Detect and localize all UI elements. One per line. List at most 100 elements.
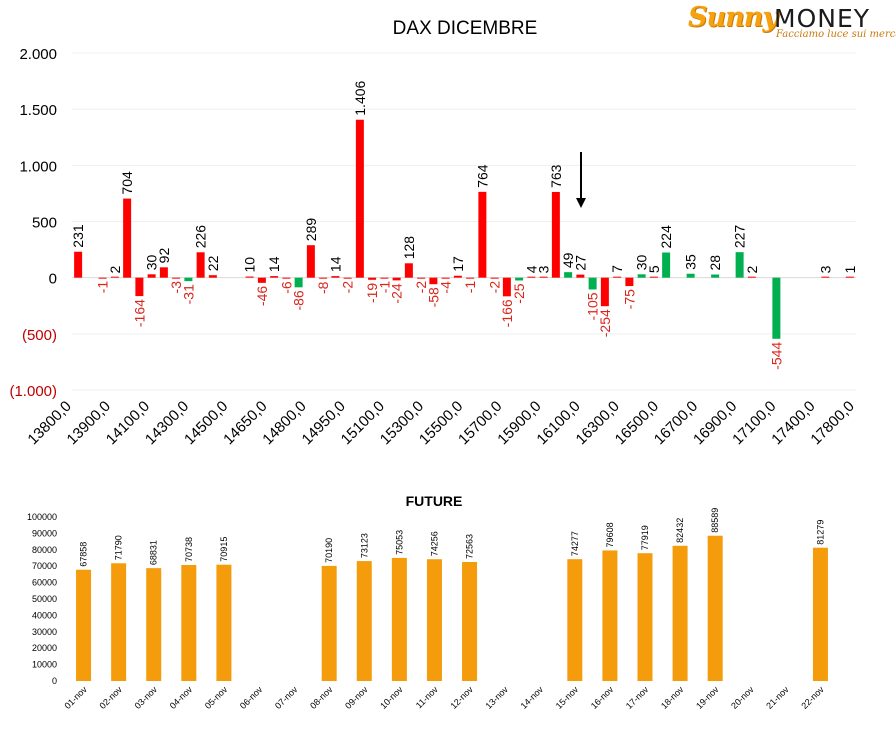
dax-bar: [245, 276, 254, 278]
dax-value-label: 3: [817, 265, 833, 273]
dax-bar: [490, 277, 499, 279]
future-bar: [181, 564, 197, 681]
future-value-label: 79608: [605, 522, 615, 547]
dax-value-label: 226: [193, 225, 209, 249]
dax-bar: [123, 198, 132, 278]
dax-bar: [368, 277, 377, 280]
future-value-label: 70190: [324, 538, 334, 563]
dax-bar: [564, 272, 573, 278]
dax-value-label: -166: [499, 299, 515, 327]
dax-bar: [502, 277, 511, 297]
y-tick-label: 2.000: [19, 46, 57, 63]
future-value-label: 77919: [640, 525, 650, 550]
dax-value-label: -24: [389, 283, 405, 303]
dax-bar: [74, 251, 83, 278]
logo-tagline: Facciamo luce sui mercati: [776, 29, 896, 40]
dax-bar: [135, 277, 144, 297]
future-x-tick-label: 05-nov: [203, 684, 230, 711]
dax-value-label: -254: [597, 309, 613, 337]
dax-value-label: 4: [523, 265, 539, 273]
dax-bar: [747, 276, 756, 278]
y-tick-label: (500): [22, 327, 57, 344]
dax-bar: [453, 275, 462, 278]
future-x-tick-label: 04-nov: [168, 684, 195, 711]
dax-bar: [551, 191, 560, 278]
future-x-tick-label: 12-nov: [448, 684, 475, 711]
dax-bar: [343, 277, 352, 279]
dax-value-label: -1: [95, 281, 111, 294]
dax-bars: [74, 119, 854, 339]
future-y-tick-label: 50000: [32, 594, 57, 604]
dax-value-label: -2: [340, 281, 356, 294]
logo-sunny-text: Sunny: [688, 2, 778, 33]
future-bar: [812, 547, 828, 681]
dax-value-label: 227: [732, 225, 748, 249]
future-bar: [146, 568, 162, 681]
future-x-tick-label: 15-nov: [554, 684, 581, 711]
dax-value-label: 2: [107, 265, 123, 273]
future-y-tick-label: 100000: [27, 512, 57, 522]
dax-value-label: 35: [683, 254, 699, 270]
dax-value-label: -1: [462, 281, 478, 294]
future-bar: [76, 569, 92, 681]
dax-value-label: 22: [205, 255, 221, 271]
dax-value-label: -6: [278, 281, 294, 294]
dax-bar: [172, 277, 181, 279]
future-bar: [672, 545, 688, 681]
future-x-tick-label: 14-nov: [519, 684, 546, 711]
future-bar: [462, 561, 478, 681]
dax-bar: [686, 273, 695, 278]
future-x-tick-label: 11-nov: [414, 684, 440, 710]
dax-bar: [772, 277, 781, 339]
future-y-tick-label: 30000: [32, 627, 57, 637]
future-x-tick-label: 08-nov: [308, 684, 335, 711]
dax-bar: [821, 276, 830, 278]
dax-bar: [441, 277, 450, 279]
dax-bar: [270, 276, 279, 278]
future-bar: [111, 563, 127, 681]
dax-chart-title: DAX DICEMBRE: [393, 18, 538, 39]
dax-bar: [110, 276, 119, 278]
future-y-tick-label: 80000: [32, 545, 57, 555]
dax-value-label: -8: [315, 281, 331, 294]
future-value-label: 71790: [114, 535, 124, 560]
future-value-label: 75053: [394, 530, 404, 555]
future-x-tick-label: 17-nov: [624, 684, 651, 711]
dax-bar: [98, 277, 107, 279]
dax-value-label: 231: [70, 224, 86, 248]
dax-value-label: 30: [634, 255, 650, 271]
dax-bar: [294, 277, 303, 288]
dax-bar: [282, 277, 291, 279]
dax-bar: [355, 119, 364, 278]
future-x-tick-label: 16-nov: [589, 684, 616, 711]
dax-value-label: -58: [425, 287, 441, 307]
future-value-label: 67858: [79, 542, 89, 567]
logo-money-text: MONEY: [774, 4, 871, 33]
future-y-tick-label: 10000: [32, 660, 57, 670]
future-data-labels: 67858 71790 68831 70738 70915 70190 73123 75053…: [79, 508, 826, 567]
dax-value-label: 1: [842, 266, 858, 274]
dax-bar: [625, 277, 634, 287]
future-x-tick-label: 03-nov: [133, 684, 160, 711]
future-value-label: 74277: [570, 531, 580, 556]
dax-value-label: 763: [548, 164, 564, 188]
dax-bar: [257, 277, 266, 283]
down-arrow-marker: [576, 152, 586, 208]
dax-bar: [662, 252, 671, 278]
dax-value-label: 289: [303, 218, 319, 242]
dax-bar: [429, 277, 438, 285]
dax-bar: [478, 191, 487, 278]
future-value-label: 70915: [219, 537, 229, 562]
dax-dicembre-chart: DAX DICEMBRE 2.000 1.500 1.000 500 0 (500) (1.…: [9, 18, 858, 448]
y-tick-label: 0: [49, 271, 57, 288]
dax-value-label: 28: [707, 255, 723, 271]
dax-bar: [184, 277, 193, 282]
future-bar: [602, 550, 618, 681]
dax-bar: [159, 267, 168, 278]
dax-bar: [588, 277, 597, 290]
future-value-label: 72563: [465, 534, 475, 559]
future-bar: [637, 553, 653, 681]
y-tick-label: 1.000: [19, 158, 57, 175]
future-y-tick-label: 90000: [32, 528, 57, 538]
sunny-money-logo: Sunny MONEY Facciamo luce sui mercati: [688, 2, 896, 42]
